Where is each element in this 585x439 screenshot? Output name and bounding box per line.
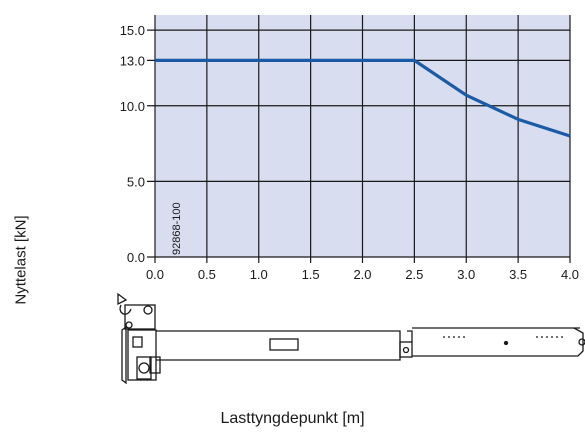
grid — [147, 15, 571, 263]
x-tick-label: 0.0 — [146, 267, 164, 282]
y-tick-label: 10.0 — [120, 99, 145, 114]
x-tick-label: 0.5 — [198, 267, 216, 282]
crane-arm-illustration — [117, 292, 585, 385]
y-tick-label: 0.0 — [127, 250, 145, 265]
y-tick-label: 13.0 — [120, 53, 145, 68]
x-tick-label: 2.5 — [405, 267, 423, 282]
x-tick-label: 3.5 — [509, 267, 527, 282]
y-axis-label-wrap: Nyttelast [kN] — [6, 160, 36, 360]
series-line — [155, 58, 571, 138]
x-axis-label: Lasttyngdepunkt [m] — [220, 410, 365, 427]
y-tick-label: 15.0 — [120, 23, 145, 38]
x-tick-label: 3.0 — [457, 267, 475, 282]
chart-annotation: 92868-100 — [171, 202, 183, 255]
x-tick-label: 1.5 — [302, 267, 320, 282]
x-tick-label: 2.0 — [353, 267, 371, 282]
x-tick-label: 4.0 — [561, 267, 579, 282]
x-ticks: 0.0 0.5 1.0 1.5 2.0 2.5 3.0 3.5 4.0 — [146, 267, 579, 282]
y-ticks: 0.0 5.0 10.0 13.0 15.0 — [120, 23, 145, 265]
y-axis-label: Nyttelast [kN] — [12, 215, 30, 305]
x-tick-label: 1.0 — [250, 267, 268, 282]
y-tick-label: 5.0 — [127, 174, 145, 189]
